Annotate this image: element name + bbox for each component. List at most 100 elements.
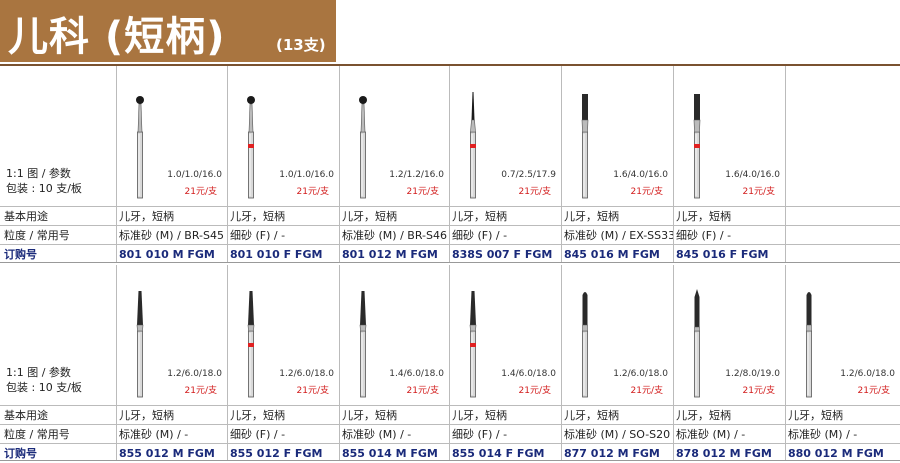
usage-cell: 儿牙，短柄 [342,210,397,223]
bur-price: 21元/支 [406,187,440,197]
grit-cell: 标准砂 (M) / EX-SS33 [564,229,673,242]
column-divider [449,66,450,262]
grit-cell: 细砂 (F) / - [230,229,286,242]
bur-price: 21元/支 [857,386,891,396]
bur-price: 21元/支 [630,187,664,197]
order-code: 801 010 F FGM [230,248,323,261]
bur-spec: 1.4/6.0/18.0 [501,369,556,379]
bur-price: 21元/支 [518,386,552,396]
row-grit: 粒度 / 常用号 标准砂 (M) / BR-S45 细砂 (F) / - 标准砂 (M… [0,225,900,245]
product-table-2: 1:1 图 / 参数 包装 : 10 支/板 1.2/6.0/18.0 21元/支 1.… [0,265,900,461]
usage-cell: 儿牙，短柄 [676,210,731,223]
grit-cell: 标准砂 (M) / BR-S45 [119,229,224,242]
row-order: 订购号 855 012 M FGM 855 012 F FGM 855 014 M F… [0,443,900,463]
bur-spec: 1.2/6.0/18.0 [167,369,222,379]
usage-cell: 儿牙，短柄 [119,210,174,223]
column-divider [785,265,786,460]
order-code: 845 016 M FGM [564,248,660,261]
row-label: 粒度 / 常用号 [4,229,70,242]
column-divider [339,66,340,262]
grit-cell: 标准砂 (M) / BR-S46 [342,229,447,242]
order-code: 878 012 M FGM [676,447,772,460]
header-divider [0,64,900,66]
row-label: 基本用途 [4,409,48,422]
bur-illustration [359,291,367,398]
row-grit: 粒度 / 常用号 标准砂 (M) / - 细砂 (F) / - 标准砂 (M) / -… [0,424,900,444]
title-banner: 儿科 (短柄) (13支) [0,0,336,62]
order-code: 801 012 M FGM [342,248,438,261]
order-code: 855 012 F FGM [230,447,323,460]
bur-illustration [806,292,812,398]
column-divider [673,265,674,460]
grit-cell: 标准砂 (M) / SO-S20 [564,428,671,441]
usage-cell: 儿牙，短柄 [230,210,285,223]
column-divider [227,265,228,460]
legend: 1:1 图 / 参数 包装 : 10 支/板 [6,365,82,395]
order-code: 838S 007 F FGM [452,248,553,261]
bur-illustration [694,289,700,398]
legend-package: 包装 : 10 支/板 [6,182,82,195]
legend-package: 包装 : 10 支/板 [6,381,82,394]
legend-scale: 1:1 图 / 参数 [6,167,71,180]
bur-illustration [359,96,367,199]
usage-cell: 儿牙，短柄 [676,409,731,422]
usage-cell: 儿牙，短柄 [788,409,843,422]
grit-cell: 标准砂 (M) / - [342,428,412,441]
bur-illustration [136,291,144,398]
row-label: 基本用途 [4,210,48,223]
grit-cell: 标准砂 (M) / - [676,428,746,441]
grit-cell: 标准砂 (M) / - [119,428,189,441]
bur-price: 21元/支 [296,187,330,197]
grit-cell: 细砂 (F) / - [676,229,732,242]
column-divider [116,265,117,460]
usage-cell: 儿牙，短柄 [230,409,285,422]
usage-cell: 儿牙，短柄 [564,409,619,422]
usage-cell: 儿牙，短柄 [564,210,619,223]
column-divider [785,66,786,262]
row-usage: 基本用途 儿牙，短柄 儿牙，短柄 儿牙，短柄 儿牙，短柄 儿牙，短柄 儿牙，短柄 儿牙，短柄 [0,405,900,425]
usage-cell: 儿牙，短柄 [452,409,507,422]
order-code: 880 012 M FGM [788,447,884,460]
bur-price: 21元/支 [630,386,664,396]
bur-price: 21元/支 [742,187,776,197]
column-divider [116,66,117,262]
bur-spec: 1.2/1.2/16.0 [389,170,444,180]
bur-illustration [693,94,701,199]
bur-illustration [470,92,476,199]
item-count: (13支) [276,36,326,54]
bur-spec: 1.2/6.0/18.0 [613,369,668,379]
bur-price: 21元/支 [184,386,218,396]
grit-cell: 细砂 (F) / - [452,428,508,441]
column-divider [561,265,562,460]
column-divider [227,66,228,262]
order-code: 845 016 F FGM [676,248,769,261]
bur-spec: 1.6/4.0/16.0 [725,170,780,180]
column-divider [673,66,674,262]
bur-illustration [136,96,144,199]
bur-spec: 1.6/4.0/16.0 [613,170,668,180]
bur-price: 21元/支 [518,187,552,197]
bur-spec: 1.2/6.0/18.0 [279,369,334,379]
order-code: 855 014 M FGM [342,447,438,460]
column-divider [339,265,340,460]
order-code: 855 012 M FGM [119,447,215,460]
order-code: 855 014 F FGM [452,447,545,460]
bur-price: 21元/支 [406,386,440,396]
order-code: 801 010 M FGM [119,248,215,261]
grit-cell: 标准砂 (M) / - [788,428,858,441]
usage-cell [785,207,900,226]
order-code [785,245,900,264]
usage-cell: 儿牙，短柄 [119,409,174,422]
bur-illustration [247,291,255,398]
row-order: 订购号 801 010 M FGM 801 010 F FGM 801 012 M F… [0,244,900,264]
grit-cell: 细砂 (F) / - [230,428,286,441]
bur-price: 21元/支 [742,386,776,396]
page-title: 儿科 (短柄) [8,14,226,60]
grit-cell: 细砂 (F) / - [452,229,508,242]
bur-price: 21元/支 [184,187,218,197]
bur-spec: 1.4/6.0/18.0 [389,369,444,379]
bur-price: 21元/支 [296,386,330,396]
column-divider [561,66,562,262]
usage-cell: 儿牙，短柄 [342,409,397,422]
legend: 1:1 图 / 参数 包装 : 10 支/板 [6,166,82,196]
